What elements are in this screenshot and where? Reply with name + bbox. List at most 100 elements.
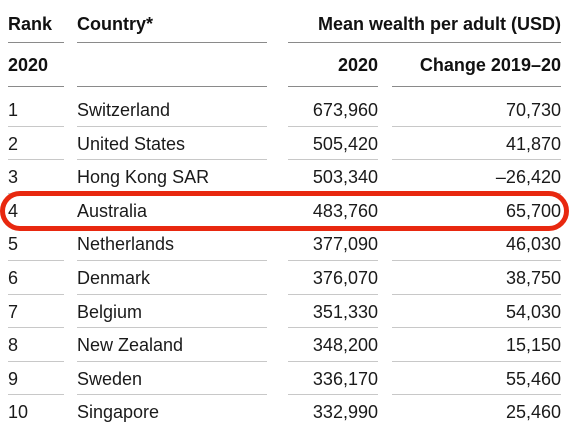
rank-cell: 9 (8, 368, 19, 389)
country-subheader-rule (77, 86, 267, 87)
country-cell: Denmark (77, 268, 151, 288)
rank-cell: 5 (8, 234, 19, 255)
row-separator (77, 360, 267, 362)
row-separator (77, 327, 267, 329)
country-header-rule (77, 42, 267, 43)
rank-cell: 1 (8, 100, 19, 120)
country-cell: New Zealand (77, 335, 184, 356)
country-cell: Sweden (77, 368, 143, 389)
mean-wealth-cell: 351,330 (312, 301, 378, 322)
row-separator (77, 293, 267, 295)
row-separator (77, 159, 267, 161)
row-separator (288, 394, 378, 396)
country-cell: Belgium (77, 301, 143, 322)
row-separator (8, 394, 64, 396)
change-cell: 38,750 (505, 268, 561, 288)
row-separator (8, 192, 64, 194)
row-separator (77, 394, 267, 396)
change-cell: 70,730 (505, 100, 561, 120)
row-separator (8, 226, 64, 228)
row-separator (8, 125, 64, 127)
table-row: 8 New Zealand 348,200 15,150 (0, 331, 574, 365)
row-separator (8, 360, 64, 362)
row-separator (392, 192, 561, 194)
change-cell: 25,460 (505, 402, 561, 423)
row-separator (8, 260, 64, 261)
mean-wealth-cell: 503,340 (312, 167, 378, 188)
row-separator (392, 260, 561, 261)
mean-wealth-cell: 505,420 (312, 133, 378, 154)
mean-wealth-cell: 377,090 (312, 234, 378, 255)
table-row: 7 Belgium 351,330 54,030 (0, 298, 574, 332)
row-separator (77, 226, 267, 228)
mean-wealth-cell: 376,070 (312, 268, 378, 288)
row-separator (77, 260, 267, 261)
rank-header-rule (8, 42, 64, 43)
row-separator (77, 125, 267, 127)
row-separator (392, 360, 561, 362)
mean-wealth-header: Mean wealth per adult (USD) (317, 14, 561, 34)
table-row: 3 Hong Kong SAR 503,340 –26,420 (0, 163, 574, 197)
country-cell: Netherlands (77, 234, 175, 255)
change-cell: 15,150 (505, 335, 561, 356)
rank-header: Rank (8, 14, 53, 34)
row-separator (392, 394, 561, 396)
rank-cell: 8 (8, 335, 19, 356)
country-cell: Australia (77, 200, 148, 221)
change-subheader-rule (392, 86, 561, 87)
rank-cell: 2 (8, 133, 19, 154)
change-cell: 55,460 (505, 368, 561, 389)
mean-subheader-rule (288, 86, 378, 87)
row-separator (288, 192, 378, 194)
row-separator (392, 293, 561, 295)
mean-wealth-cell: 348,200 (312, 335, 378, 356)
change-cell: 54,030 (505, 301, 561, 322)
country-header: Country* (77, 14, 153, 34)
row-separator (288, 260, 378, 261)
mean-wealth-cell: 673,960 (312, 100, 378, 120)
row-separator (77, 192, 267, 194)
table-row: 1 Switzerland 673,960 70,730 (0, 96, 574, 130)
rank-cell: 4 (8, 200, 19, 221)
row-separator (392, 159, 561, 161)
rank-cell: 3 (8, 167, 19, 188)
country-cell: United States (77, 133, 186, 154)
mean-wealth-cell: 332,990 (312, 402, 378, 423)
change-cell: 65,700 (505, 200, 561, 221)
country-cell: Hong Kong SAR (77, 167, 210, 188)
rank-cell: 6 (8, 268, 19, 288)
table-row: 6 Denmark 376,070 38,750 (0, 264, 574, 298)
table-row-highlighted: 4 Australia 483,760 65,700 (0, 197, 574, 231)
rank-cell: 7 (8, 301, 19, 322)
row-separator (288, 293, 378, 295)
row-separator (392, 226, 561, 228)
rank-year-header: 2020 (8, 55, 49, 75)
row-separator (288, 226, 378, 228)
table-row: 2 United States 505,420 41,870 (0, 130, 574, 164)
row-separator (288, 327, 378, 329)
table-row: 5 Netherlands 377,090 46,030 (0, 230, 574, 264)
table-row: 9 Sweden 336,170 55,460 (0, 365, 574, 399)
row-separator (392, 125, 561, 127)
change-cell: –26,420 (495, 167, 561, 188)
row-separator (288, 360, 378, 362)
change-header: Change 2019–20 (419, 55, 561, 75)
row-separator (288, 125, 378, 127)
row-separator (392, 327, 561, 329)
row-separator (288, 159, 378, 161)
country-cell: Singapore (77, 402, 160, 423)
rank-cell: 10 (8, 402, 29, 423)
country-cell: Switzerland (77, 100, 171, 120)
table-row: 10 Singapore 332,990 25,460 (0, 398, 574, 432)
mean-year-header: 2020 (337, 55, 378, 75)
change-cell: 46,030 (505, 234, 561, 255)
rank-subheader-rule (8, 86, 64, 87)
row-separator (8, 327, 64, 329)
row-separator (8, 293, 64, 295)
row-separator (8, 159, 64, 161)
mean-wealth-cell: 483,760 (312, 200, 378, 221)
mean-header-rule (288, 42, 561, 43)
mean-wealth-cell: 336,170 (312, 368, 378, 389)
change-cell: 41,870 (505, 133, 561, 154)
